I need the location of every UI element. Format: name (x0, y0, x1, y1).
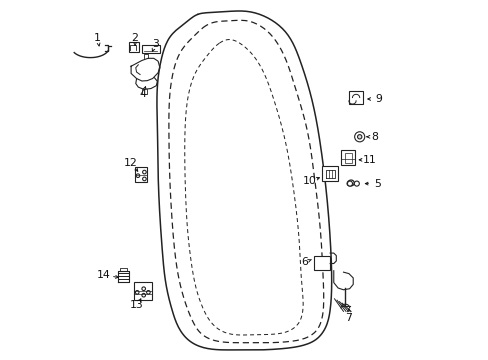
Circle shape (142, 293, 145, 297)
Bar (134, 167, 147, 182)
Bar (348, 91, 363, 104)
Bar (142, 45, 160, 53)
Circle shape (136, 174, 140, 177)
Text: 7: 7 (345, 312, 352, 323)
Text: 9: 9 (374, 94, 381, 104)
Text: 13: 13 (129, 300, 143, 310)
Circle shape (354, 181, 359, 186)
Text: 2: 2 (131, 33, 138, 43)
Bar (313, 256, 329, 270)
Text: 3: 3 (152, 39, 159, 49)
Bar (340, 150, 355, 165)
Text: 14: 14 (96, 270, 110, 280)
Text: 8: 8 (370, 132, 378, 142)
Circle shape (146, 291, 150, 294)
Text: 1: 1 (94, 33, 101, 43)
Bar (128, 42, 139, 52)
Circle shape (347, 181, 352, 186)
Bar (344, 153, 351, 163)
Text: 11: 11 (362, 155, 376, 165)
Circle shape (354, 132, 364, 142)
Circle shape (142, 177, 146, 181)
Text: 4: 4 (139, 89, 146, 99)
Circle shape (142, 170, 146, 174)
Text: 5: 5 (373, 179, 380, 189)
Text: 12: 12 (124, 158, 138, 168)
Text: 10: 10 (302, 176, 316, 186)
Bar (322, 166, 337, 181)
Circle shape (135, 291, 139, 294)
Circle shape (357, 135, 361, 139)
Bar (133, 282, 151, 300)
Text: 6: 6 (301, 257, 308, 267)
Circle shape (142, 287, 145, 291)
